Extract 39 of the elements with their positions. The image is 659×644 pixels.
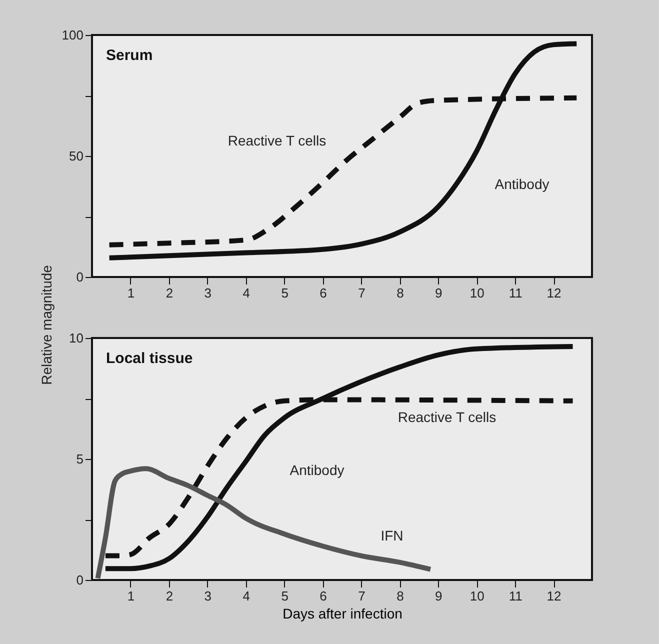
x-tick-label: 2 — [166, 286, 174, 300]
x-tick-label: 7 — [358, 286, 366, 300]
x-tick-label: 1 — [127, 588, 135, 604]
x-tick-label: 4 — [242, 286, 250, 300]
x-tick-label: 6 — [320, 588, 327, 604]
x-tick-label: 5 — [281, 588, 288, 604]
y-tick-label: 50 — [69, 148, 84, 164]
series-label: Reactive T cells — [228, 132, 326, 148]
x-tick-label: 9 — [435, 286, 442, 300]
series-label: Antibody — [494, 176, 550, 192]
x-tick-label: 1 — [127, 286, 135, 300]
x-tick-label: 5 — [281, 286, 288, 300]
text: Antibody — [290, 462, 344, 478]
y-tick-label: 0 — [76, 270, 84, 284]
y-axis-title: Relative magnitude — [38, 264, 54, 385]
x-tick-label: 8 — [396, 588, 404, 604]
x-tick-label: 12 — [546, 286, 562, 300]
x-tick-label: 10 — [470, 286, 484, 300]
series-label: IFN — [380, 527, 404, 544]
x-tick-label: 10 — [470, 588, 484, 604]
x-tick-label: 9 — [435, 588, 442, 604]
x-tick-label: 3 — [204, 286, 212, 300]
text: Serum — [106, 47, 153, 64]
x-tick-label: 8 — [396, 286, 404, 300]
series-label: Reactive T cells — [398, 408, 496, 425]
y-tick-label: 10 — [69, 330, 84, 346]
text: Local tissue — [106, 350, 193, 367]
x-tick-label: 11 — [508, 588, 522, 604]
y-tick-label: 0 — [76, 572, 84, 588]
x-tick-label: 3 — [204, 588, 212, 604]
x-tick-label: 12 — [546, 588, 562, 604]
y-tick-label: 100 — [62, 28, 84, 42]
x-tick-label: 7 — [358, 588, 366, 604]
x-tick-label: 11 — [508, 286, 522, 300]
x-tick-label: 4 — [242, 588, 250, 604]
y-tick-label: 5 — [76, 452, 84, 466]
x-axis-title: Days after infection — [282, 606, 402, 622]
x-tick-label: 2 — [166, 588, 174, 604]
x-tick-label: 6 — [320, 286, 327, 300]
